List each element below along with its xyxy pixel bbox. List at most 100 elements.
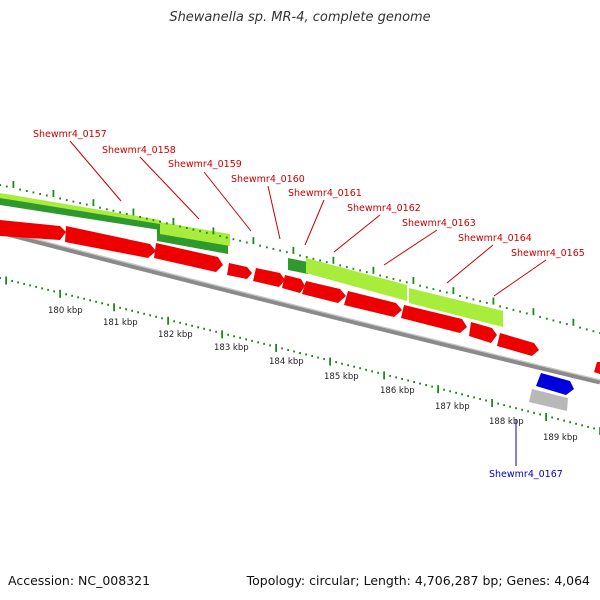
gene-block-light	[409, 288, 503, 327]
minor-tick	[25, 190, 28, 192]
gene-label[interactable]: Shewmr4_0163	[402, 218, 476, 229]
gene-block-light	[160, 222, 230, 246]
cds-arrow	[154, 243, 223, 272]
minor-tick	[455, 391, 457, 394]
minor-tick	[225, 236, 228, 239]
gene-label[interactable]: Shewmr4_0164	[458, 233, 532, 244]
minor-tick	[155, 315, 157, 318]
cds-arrow	[282, 275, 305, 293]
minor-tick	[245, 338, 247, 341]
cds-arrow	[253, 268, 285, 287]
minor-tick	[479, 398, 481, 400]
minor-tick	[579, 326, 581, 329]
cds-arrow	[227, 263, 252, 279]
genome-summary: Topology: circular; Length: 4,706,287 bp…	[246, 573, 590, 588]
gene-label[interactable]: Shewmr4_0158	[102, 145, 176, 156]
cds-arrow	[0, 220, 66, 240]
kbp-label: 185 kbp	[324, 372, 359, 382]
gene-label-texts: Shewmr4_0157 Shewmr4_0158 Shewmr4_0159 Shew…	[33, 129, 585, 480]
minor-tick	[299, 254, 301, 257]
gene-label-leader	[267, 185, 281, 240]
major-tick	[167, 316, 169, 325]
minor-tick	[485, 399, 487, 402]
minor-tick	[399, 279, 401, 282]
genome-backbone	[0, 229, 600, 385]
minor-tick	[23, 282, 25, 285]
minor-tick	[272, 247, 275, 250]
kbp-label: 189 kbp	[543, 433, 578, 443]
major-tick	[492, 297, 495, 305]
gene-label[interactable]: Shewmr4_0157	[33, 129, 107, 140]
minor-tick	[265, 246, 268, 249]
minor-tick	[395, 376, 397, 379]
gene-block-group-middle	[288, 258, 503, 327]
minor-tick	[251, 339, 253, 342]
minor-tick	[65, 293, 67, 296]
minor-tick	[539, 315, 541, 318]
minor-tick	[569, 421, 571, 424]
gene-label[interactable]: Shewmr4_0162	[347, 203, 421, 214]
minor-tick	[219, 235, 221, 237]
major-tick	[329, 357, 331, 366]
minor-tick	[179, 321, 181, 324]
minor-tick	[131, 309, 133, 312]
minor-tick	[323, 358, 325, 361]
minor-tick	[525, 312, 528, 315]
minor-tick	[552, 319, 555, 322]
minor-tick	[71, 294, 73, 297]
minor-tick	[425, 384, 427, 387]
minor-tick	[389, 374, 391, 377]
cds-arrow	[469, 322, 497, 343]
minor-tick	[257, 341, 259, 344]
minor-tick	[285, 251, 288, 254]
minor-tick	[95, 300, 97, 303]
minor-tick	[445, 291, 448, 294]
gene-label[interactable]: Shewmr4_0167	[489, 469, 563, 480]
minor-tick	[199, 230, 201, 233]
minor-tick	[449, 390, 451, 393]
gene-label-leader	[203, 171, 252, 232]
minor-tick	[527, 410, 529, 413]
genome-backbone-highlight	[0, 229, 600, 381]
minor-tick	[312, 257, 315, 260]
major-tick	[252, 237, 255, 245]
minor-tick	[593, 427, 595, 430]
minor-tick	[45, 194, 48, 197]
minor-tick	[443, 388, 445, 391]
minor-tick	[89, 299, 91, 302]
minor-tick	[365, 271, 368, 274]
minor-tick	[179, 225, 181, 228]
cds-arrow	[401, 305, 467, 333]
gene-block-light	[0, 193, 160, 224]
minor-tick	[371, 370, 373, 373]
minor-tick	[439, 289, 441, 292]
major-tick	[5, 276, 7, 285]
major-tick	[113, 303, 115, 312]
gene-label[interactable]: Shewmr4_0161	[288, 188, 362, 199]
minor-tick	[512, 308, 515, 311]
gene-label[interactable]: Shewmr4_0160	[231, 174, 305, 185]
gene-label[interactable]: Shewmr4_0165	[511, 248, 585, 259]
minor-tick	[319, 259, 321, 262]
minor-tick	[519, 310, 521, 313]
major-tick	[372, 266, 375, 274]
map-title: Shewanella sp. MR-4, complete genome	[169, 10, 431, 25]
gene-label[interactable]: Shewmr4_0159	[168, 159, 242, 170]
grey-gene-arrow	[529, 389, 568, 411]
minor-tick	[515, 407, 517, 410]
gene-label-leader	[383, 229, 438, 266]
gene-block-dark	[288, 258, 308, 274]
minor-tick	[345, 266, 348, 269]
minor-tick	[432, 288, 435, 291]
kbp-label: 186 kbp	[380, 386, 415, 396]
gene-label-leader	[139, 156, 200, 220]
minor-tick	[185, 323, 187, 326]
minor-tick	[139, 216, 141, 218]
minor-tick	[325, 261, 328, 264]
minor-tick	[335, 361, 337, 364]
minor-tick	[11, 280, 13, 282]
gene-label-leader	[69, 140, 122, 202]
minor-tick	[197, 326, 199, 329]
